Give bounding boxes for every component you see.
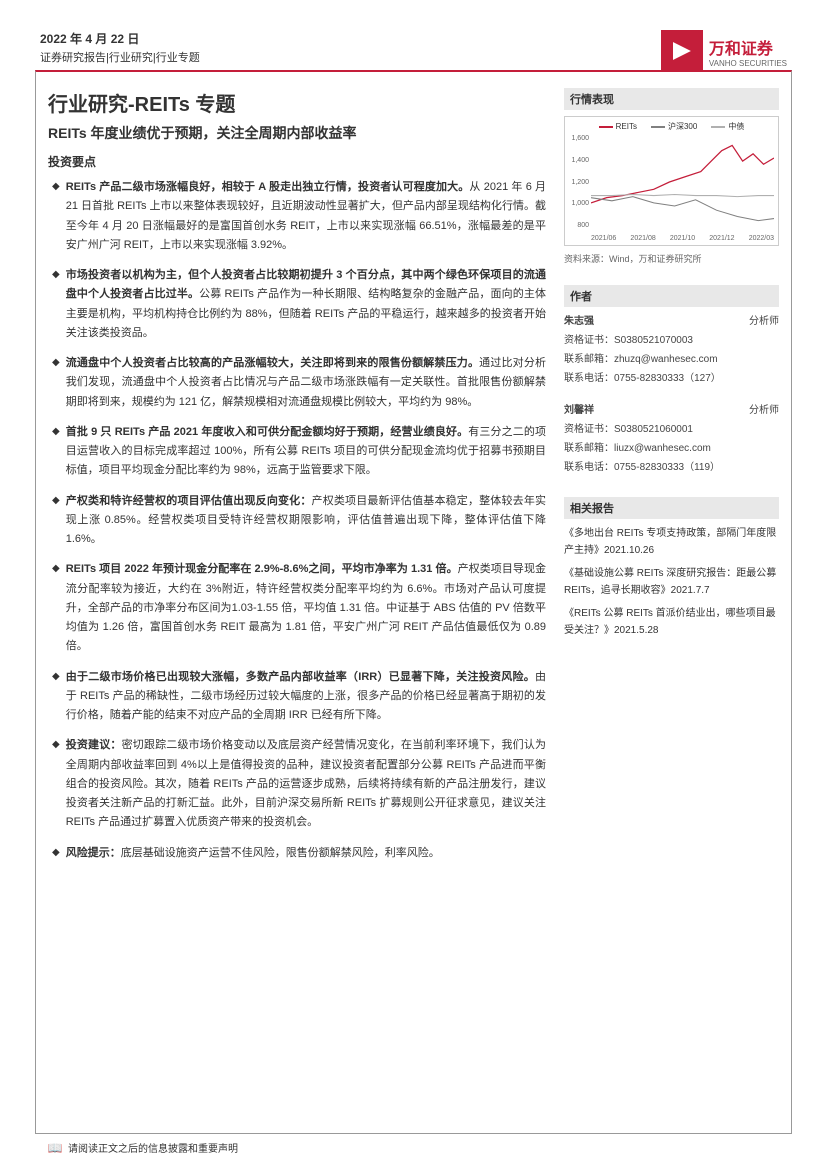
- performance-chart: REITs 沪深300 中债 1,600 1,400 1,200 1,000 800 202…: [564, 116, 779, 246]
- diamond-icon: ◆: [52, 560, 60, 656]
- diamond-icon: ◆: [52, 736, 60, 832]
- related-report-item: 《多地出台 REITs 专项支持政策，部隔门年度限产主持》2021.10.26: [564, 525, 779, 559]
- bullet-text: 流通盘中个人投资者占比较高的产品涨幅较大，关注即将到来的限售份额解禁压力。通过比…: [66, 354, 546, 412]
- authors-title: 作者: [564, 285, 779, 307]
- y-tick: 800: [567, 222, 589, 229]
- chart-section-title: 行情表现: [564, 88, 779, 110]
- x-tick: 2021/12: [709, 235, 734, 242]
- diamond-icon: ◆: [52, 178, 60, 255]
- x-tick: 2021/10: [670, 235, 695, 242]
- diamond-icon: ◆: [52, 266, 60, 343]
- bullet-item: ◆ REITs 产品二级市场涨幅良好，相较于 A 股走出独立行情，投资者认可程度…: [52, 178, 546, 255]
- bullet-item: ◆ 投资建议：密切跟踪二级市场价格变动以及底层资产经营情况变化，在当前利率环境下…: [52, 736, 546, 832]
- x-tick: 2022/03: [749, 235, 774, 242]
- legend-item: 沪深300: [651, 121, 697, 132]
- book-icon: 📖: [48, 1141, 62, 1155]
- section-label: 投资要点: [48, 153, 546, 170]
- author-block: 朱志强分析师 资格证书：S0380521070003 联系邮箱：zhuzq@wa…: [564, 313, 779, 388]
- related-report-item: 《REITs 公募 REITs 首派价结业出，哪些项目最受关注？》2021.5.…: [564, 605, 779, 639]
- report-date: 2022 年 4 月 22 日: [40, 30, 200, 47]
- bullet-item: ◆ 由于二级市场价格已出现较大涨幅，多数产品内部收益率（IRR）已显著下降，关注…: [52, 668, 546, 726]
- report-type: 证券研究报告|行业研究|行业专题: [40, 49, 200, 65]
- legend-item: REITs: [599, 121, 637, 132]
- bullet-item: ◆ 产权类和特许经营权的项目评估值出现反向变化：产权类项目最新评估值基本稳定，整…: [52, 492, 546, 550]
- title-main: 行业研究-REITs 专题: [48, 88, 546, 117]
- bullet-text: REITs 产品二级市场涨幅良好，相较于 A 股走出独立行情，投资者认可程度加大…: [66, 178, 546, 255]
- bullet-text: REITs 项目 2022 年预计现金分配率在 2.9%-8.6%之间，平均市净…: [66, 560, 546, 656]
- y-tick: 1,200: [567, 179, 589, 186]
- company-logo: 万和证券 VANHO SECURITIES: [661, 30, 787, 72]
- related-title: 相关报告: [564, 497, 779, 519]
- bullet-item: ◆ 市场投资者以机构为主，但个人投资者占比较期初提升 3 个百分点，其中两个绿色…: [52, 266, 546, 343]
- diamond-icon: ◆: [52, 492, 60, 550]
- y-tick: 1,600: [567, 135, 589, 142]
- bullet-item: ◆ REITs 项目 2022 年预计现金分配率在 2.9%-8.6%之间，平均…: [52, 560, 546, 656]
- bullet-text: 市场投资者以机构为主，但个人投资者占比较期初提升 3 个百分点，其中两个绿色环保…: [66, 266, 546, 343]
- diamond-icon: ◆: [52, 423, 60, 481]
- company-name-en: VANHO SECURITIES: [709, 59, 787, 68]
- y-tick: 1,000: [567, 200, 589, 207]
- author-block: 刘馨祥分析师 资格证书：S0380521060001 联系邮箱：liuzx@wa…: [564, 402, 779, 477]
- bullet-text: 由于二级市场价格已出现较大涨幅，多数产品内部收益率（IRR）已显著下降，关注投资…: [66, 668, 546, 726]
- diamond-icon: ◆: [52, 354, 60, 412]
- bullet-text: 投资建议：密切跟踪二级市场价格变动以及底层资产经营情况变化，在当前利率环境下，我…: [66, 736, 546, 832]
- disclaimer-text: 请阅读正文之后的信息披露和重要声明: [68, 1140, 238, 1155]
- title-sub: REITs 年度业绩优于预期，关注全周期内部收益率: [48, 123, 546, 143]
- chart-source: 资料来源：Wind，万和证券研究所: [564, 252, 779, 265]
- x-tick: 2021/08: [630, 235, 655, 242]
- bullet-item: ◆ 流通盘中个人投资者占比较高的产品涨幅较大，关注即将到来的限售份额解禁压力。通…: [52, 354, 546, 412]
- disclaimer-footer: 📖 请阅读正文之后的信息披露和重要声明: [48, 1140, 238, 1155]
- bullet-item: ◆ 风险提示：底层基础设施资产运营不佳风险，限售份额解禁风险，利率风险。: [52, 844, 546, 863]
- bullet-text: 风险提示：底层基础设施资产运营不佳风险，限售份额解禁风险，利率风险。: [66, 844, 440, 863]
- diamond-icon: ◆: [52, 844, 60, 863]
- company-name-cn: 万和证券: [709, 35, 787, 59]
- y-tick: 1,400: [567, 157, 589, 164]
- x-tick: 2021/06: [591, 235, 616, 242]
- legend-item: 中债: [711, 121, 744, 132]
- bullet-text: 首批 9 只 REITs 产品 2021 年度收入和可供分配金额均好于预期，经营…: [66, 423, 546, 481]
- related-report-item: 《基础设施公募 REITs 深度研究报告：距最公募 REITs，追寻长期收容》2…: [564, 565, 779, 599]
- diamond-icon: ◆: [52, 668, 60, 726]
- bullet-item: ◆ 首批 9 只 REITs 产品 2021 年度收入和可供分配金额均好于预期，…: [52, 423, 546, 481]
- bullet-text: 产权类和特许经营权的项目评估值出现反向变化：产权类项目最新评估值基本稳定，整体较…: [66, 492, 546, 550]
